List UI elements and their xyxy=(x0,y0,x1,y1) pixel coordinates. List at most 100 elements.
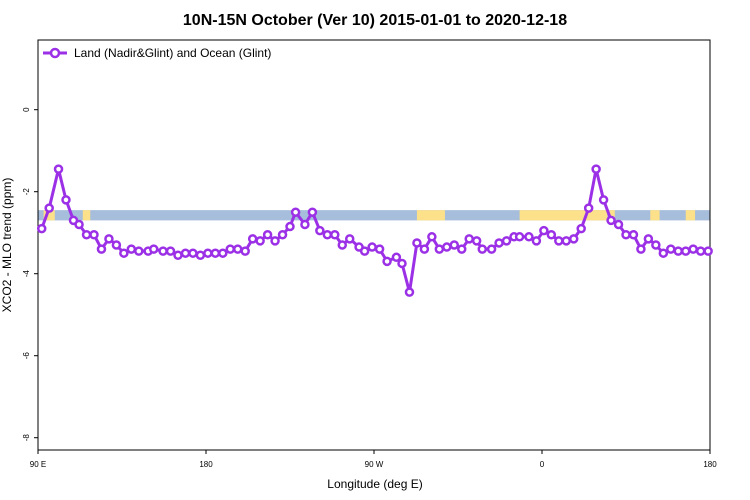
data-point xyxy=(240,246,250,256)
series-line xyxy=(40,167,709,294)
data-point xyxy=(359,246,370,256)
data-point xyxy=(262,230,273,240)
data-point xyxy=(111,240,122,250)
data-point xyxy=(374,244,385,254)
data-point xyxy=(591,164,601,174)
land-segment xyxy=(650,210,660,221)
data-point xyxy=(651,240,661,250)
data-point xyxy=(277,230,288,240)
data-point xyxy=(680,246,691,256)
data-point xyxy=(104,234,114,244)
x-axis-label: Longitude (deg E) xyxy=(327,477,422,491)
land-segment xyxy=(609,210,615,221)
data-point xyxy=(315,225,325,236)
data-point xyxy=(486,244,497,254)
data-point xyxy=(524,232,534,242)
y-tick-label: -8 xyxy=(22,434,31,442)
data-point xyxy=(606,215,616,226)
data-point xyxy=(126,244,137,254)
data-point xyxy=(673,246,684,256)
data-point xyxy=(449,240,460,250)
data-point xyxy=(412,238,422,248)
data-point xyxy=(195,250,206,260)
land-ocean-band xyxy=(38,210,710,221)
data-point xyxy=(643,234,654,244)
data-point xyxy=(703,246,713,256)
legend-marker-swatch xyxy=(49,47,61,59)
data-point xyxy=(658,248,669,258)
x-tick-label: 90 E xyxy=(30,460,46,469)
ocean-band xyxy=(38,210,710,221)
chart-title: 10N-15N October (Ver 10) 2015-01-01 to 2… xyxy=(183,12,567,29)
land-segment xyxy=(416,210,445,221)
data-point xyxy=(232,244,243,254)
data-point xyxy=(442,242,452,252)
data-point xyxy=(270,236,280,246)
data-point xyxy=(531,236,542,246)
data-point xyxy=(134,246,144,256)
data-point xyxy=(419,244,430,254)
data-point xyxy=(621,230,631,240)
x-tick-label: 180 xyxy=(199,460,213,469)
data-point xyxy=(119,248,129,258)
data-point xyxy=(165,246,176,256)
data-point xyxy=(546,230,557,240)
data-point xyxy=(337,240,348,250)
land-segment xyxy=(43,210,55,221)
data-point xyxy=(300,219,310,230)
data-point xyxy=(434,244,445,254)
data-point xyxy=(367,242,377,252)
data-point xyxy=(598,195,609,205)
land-segment xyxy=(82,210,91,221)
land-segment xyxy=(519,210,608,221)
data-point xyxy=(307,207,318,217)
data-point xyxy=(255,236,265,246)
data-point xyxy=(397,258,407,269)
data-point xyxy=(666,244,676,254)
data-point xyxy=(583,203,594,213)
series-layer xyxy=(36,164,713,297)
data-point xyxy=(636,244,646,254)
x-axis: 90 E 180 90 W 0 180 xyxy=(30,450,717,469)
data-point xyxy=(561,236,572,246)
data-point xyxy=(89,230,99,240)
data-point xyxy=(61,195,71,205)
data-point xyxy=(188,248,198,258)
data-point xyxy=(290,207,301,217)
data-point xyxy=(456,244,467,254)
data-point xyxy=(539,225,549,236)
data-point xyxy=(247,234,258,244)
data-point xyxy=(464,234,474,244)
y-tick-label: -6 xyxy=(22,352,31,360)
y-axis-label: XCO2 - MLO trend (ppm) xyxy=(0,178,14,313)
data-point xyxy=(158,246,168,256)
data-point xyxy=(74,219,84,230)
data-point xyxy=(628,230,639,240)
data-point xyxy=(514,232,525,242)
data-point xyxy=(148,244,159,254)
plot-area: 90 E 180 90 W 0 180 0 -2 -4 -6 -8 xyxy=(22,39,717,469)
x-tick-label: 90 W xyxy=(365,460,384,469)
y-tick-label: -4 xyxy=(22,270,31,278)
data-point xyxy=(210,248,221,258)
data-point xyxy=(613,219,624,230)
y-tick-label: 0 xyxy=(22,107,31,112)
y-axis: 0 -2 -4 -6 -8 xyxy=(22,107,38,441)
data-point xyxy=(81,230,92,240)
data-point xyxy=(330,230,340,240)
data-point xyxy=(494,238,504,248)
land-segment xyxy=(685,210,696,221)
y-tick-label: -2 xyxy=(22,188,31,196)
data-point xyxy=(501,236,512,246)
data-point xyxy=(554,236,564,246)
x-tick-label: 180 xyxy=(703,460,717,469)
data-point xyxy=(44,203,54,213)
data-point xyxy=(96,244,107,254)
data-point xyxy=(285,221,295,232)
legend-label: Land (Nadir&Glint) and Ocean (Glint) xyxy=(74,46,271,60)
data-point xyxy=(53,164,64,174)
data-point xyxy=(576,223,586,234)
data-point xyxy=(688,244,698,254)
data-point xyxy=(225,244,236,254)
